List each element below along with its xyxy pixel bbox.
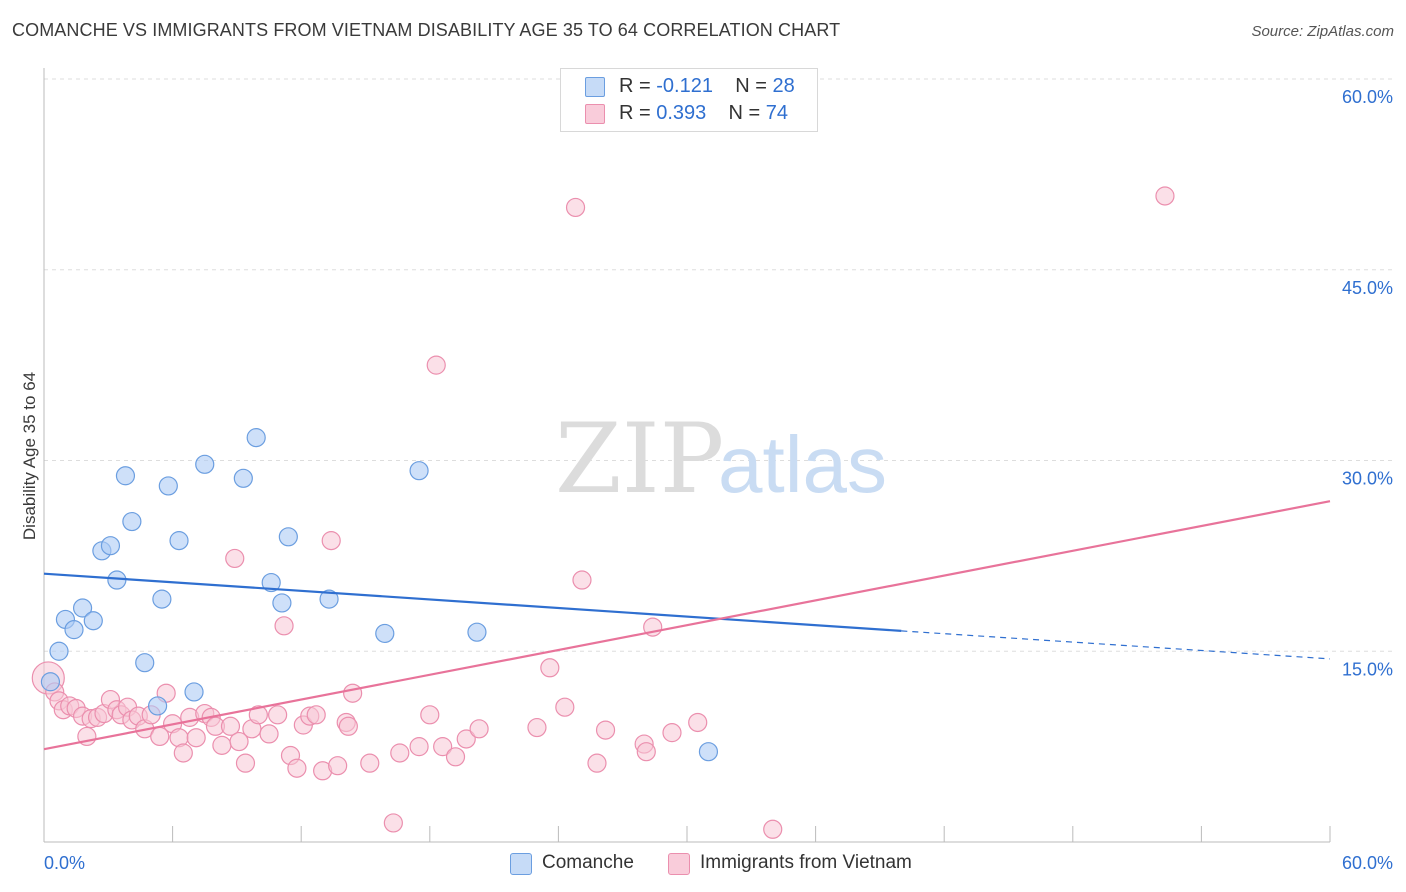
gridlines <box>44 78 1394 652</box>
vietnam-point <box>173 743 193 763</box>
x-tick-label: 0.0% <box>44 853 85 873</box>
comanche-point <box>152 589 172 609</box>
legend-swatch-comanche <box>585 77 605 97</box>
comanche-point <box>135 653 155 673</box>
legend-r-label: R = <box>619 75 651 97</box>
vietnam-point <box>306 705 326 725</box>
vietnam-point <box>229 731 249 752</box>
legend-r-label: R = <box>619 102 651 124</box>
comanche-point <box>83 611 103 631</box>
comanche-point <box>272 593 292 613</box>
watermark-atlas: atlas <box>718 420 887 509</box>
comanche-points <box>40 428 719 762</box>
comanche-point <box>72 598 93 618</box>
vietnam-point <box>225 548 245 569</box>
comanche-point <box>246 428 266 448</box>
vietnam-point <box>235 753 256 773</box>
comanche-point <box>467 622 487 642</box>
vietnam-point <box>220 716 241 736</box>
y-tick-label: 15.0% <box>1342 659 1393 679</box>
legend-swatch-vietnam <box>668 853 690 875</box>
comanche-point <box>319 589 339 609</box>
chart-title: COMANCHE VS IMMIGRANTS FROM VIETNAM DISA… <box>12 20 841 40</box>
legend-n-value: 74 <box>765 102 789 124</box>
vietnam-point <box>595 720 616 740</box>
tick-labels: 15.0% 30.0% 45.0% 60.0% 0.0% 60.0% <box>44 87 1393 873</box>
legend-r-value: 0.393 <box>656 102 707 124</box>
vietnam-point <box>433 737 453 757</box>
comanche-point <box>233 468 253 488</box>
vietnam-point <box>321 531 341 551</box>
comanche-point <box>375 623 395 644</box>
legend-n-value: 28 <box>772 75 795 97</box>
comanche-point <box>122 511 142 532</box>
vietnam-point <box>360 753 380 773</box>
vietnam-point <box>426 355 446 375</box>
trend-lines <box>43 500 1331 751</box>
vietnam-point <box>527 717 547 738</box>
legend-n-label: N = <box>735 75 767 97</box>
vietnam-trend-line <box>43 500 1331 751</box>
vietnam-point <box>587 753 607 773</box>
vietnam-point <box>420 705 440 725</box>
vietnam-point <box>565 197 586 218</box>
watermark-zip: ZIP <box>555 403 724 515</box>
chart-source: Source: ZipAtlas.com <box>1251 23 1394 40</box>
vietnam-point <box>274 616 294 636</box>
comanche-trend-extension <box>901 630 1331 660</box>
comanche-point <box>195 454 215 474</box>
vietnam-point <box>383 813 403 833</box>
x-tick-label: 60.0% <box>1342 853 1393 873</box>
legend-n-label: N = <box>728 102 761 124</box>
comanche-point <box>698 742 719 762</box>
y-tick-label: 60.0% <box>1342 87 1393 107</box>
comanche-trend-line <box>43 572 902 633</box>
y-tick-label: 30.0% <box>1342 469 1393 489</box>
vietnam-point <box>248 705 268 725</box>
comanche-point <box>115 466 136 486</box>
legend-label-comanche: Comanche <box>542 852 634 873</box>
vietnam-point <box>763 819 783 839</box>
legend-label-vietnam: Immigrants from Vietnam <box>700 852 912 873</box>
comanche-point <box>64 620 84 640</box>
vietnam-point <box>409 737 429 757</box>
vietnam-point <box>338 716 358 736</box>
comanche-point <box>49 641 69 661</box>
vietnam-point <box>456 729 476 749</box>
vietnam-point <box>186 728 206 748</box>
legend-r-value: -0.121 <box>656 75 713 97</box>
comanche-point <box>169 531 189 551</box>
correlation-legend: R = -0.121 N = 28 R = 0.393 N = 74 <box>560 68 818 132</box>
vietnam-point <box>343 683 363 703</box>
vietnam-point <box>390 743 410 763</box>
vietnam-point <box>469 719 489 739</box>
comanche-point <box>147 696 168 716</box>
vietnam-point <box>1155 186 1175 206</box>
comanche-point <box>158 476 178 496</box>
vietnam-point <box>572 570 592 590</box>
vietnam-point <box>636 742 656 762</box>
vietnam-point <box>555 697 575 717</box>
vietnam-point <box>540 658 560 678</box>
legend-swatch-vietnam <box>585 104 605 124</box>
vietnam-point <box>328 756 348 776</box>
vietnam-point <box>688 712 708 733</box>
vietnam-point <box>268 705 288 725</box>
vietnam-point <box>259 724 279 744</box>
legend-swatch-comanche <box>510 853 532 875</box>
comanche-point <box>184 682 204 702</box>
comanche-point <box>409 461 429 481</box>
comanche-point <box>278 527 298 547</box>
vietnam-point <box>212 735 232 755</box>
vietnam-point <box>287 758 307 778</box>
comanche-point <box>40 672 61 692</box>
vietnam-point <box>445 747 466 767</box>
vietnam-point <box>662 723 682 743</box>
y-tick-label: 45.0% <box>1342 278 1393 298</box>
axes <box>43 68 1331 843</box>
comanche-point <box>261 572 281 593</box>
comanche-point <box>100 536 121 556</box>
